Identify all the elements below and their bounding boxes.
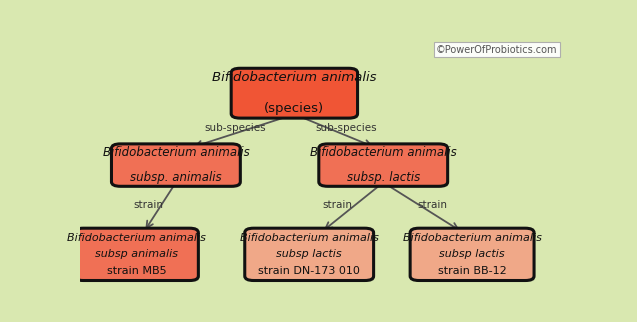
FancyBboxPatch shape [75,228,198,280]
FancyBboxPatch shape [318,144,448,186]
Text: strain MB5: strain MB5 [106,266,166,276]
FancyBboxPatch shape [231,68,357,118]
FancyBboxPatch shape [248,231,375,282]
FancyBboxPatch shape [414,231,535,282]
Text: strain DN-173 010: strain DN-173 010 [258,266,360,276]
Text: subsp lactis: subsp lactis [440,249,505,259]
Text: subsp animalis: subsp animalis [95,249,178,259]
Text: strain: strain [134,200,164,210]
FancyBboxPatch shape [111,144,240,186]
Text: Bifidobacterium animalis: Bifidobacterium animalis [103,146,249,159]
Text: Bifidobacterium animalis: Bifidobacterium animalis [403,233,541,243]
Text: Bifidobacterium animalis: Bifidobacterium animalis [310,146,457,159]
Text: subsp lactis: subsp lactis [276,249,342,259]
FancyBboxPatch shape [323,147,448,187]
Text: Bifidobacterium animalis: Bifidobacterium animalis [67,233,206,243]
FancyBboxPatch shape [410,228,534,280]
Text: subsp. lactis: subsp. lactis [347,171,420,184]
Text: Bifidobacterium animalis: Bifidobacterium animalis [212,71,376,84]
Text: sub-species: sub-species [315,123,377,133]
Text: (species): (species) [264,102,324,115]
FancyBboxPatch shape [235,71,359,119]
Text: strain: strain [322,200,352,210]
FancyBboxPatch shape [115,147,241,187]
Text: Bifidobacterium animalis: Bifidobacterium animalis [240,233,378,243]
Text: sub-species: sub-species [204,123,266,133]
Text: strain BB-12: strain BB-12 [438,266,506,276]
FancyBboxPatch shape [78,231,199,282]
Text: strain: strain [418,200,448,210]
Text: subsp. animalis: subsp. animalis [130,171,222,184]
Text: ©PowerOfProbiotics.com: ©PowerOfProbiotics.com [436,45,557,55]
FancyBboxPatch shape [245,228,374,280]
